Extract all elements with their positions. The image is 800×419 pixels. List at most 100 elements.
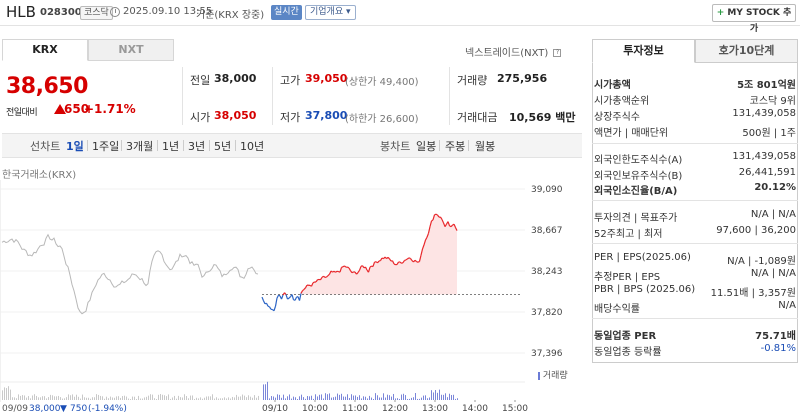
today-line-segment — [447, 221, 451, 226]
tab-invest-info[interactable]: 투자정보 — [592, 39, 695, 63]
volume-bar — [443, 394, 444, 400]
volume-bar — [200, 397, 201, 400]
today-line-segment — [264, 302, 267, 305]
volume-bar — [327, 394, 328, 400]
nextrade-label: 넥스트레이드(NXT) ? — [465, 44, 562, 59]
rank-label: 시가총액순위 — [594, 96, 650, 107]
help-icon[interactable]: ? — [553, 49, 562, 57]
today-line-segment — [426, 233, 430, 238]
volume-bar — [102, 396, 103, 400]
today-line-segment — [402, 260, 406, 264]
divider — [592, 200, 798, 201]
volume-bar — [285, 398, 286, 400]
period-5y[interactable]: 5년 — [214, 140, 232, 153]
candle-daily[interactable]: 일봉 — [416, 140, 437, 153]
volume-bar — [10, 389, 11, 400]
today-line-segment — [364, 266, 368, 271]
volume-bar — [341, 393, 342, 400]
volume-bar — [50, 394, 51, 400]
volume-bar — [409, 398, 410, 400]
today-line-segment — [357, 269, 360, 273]
period-3m[interactable]: 3개월 — [126, 140, 154, 153]
volume-bar — [267, 381, 268, 400]
volume-bar — [447, 397, 448, 400]
today-line-segment — [416, 261, 419, 263]
market-badge: 코스닥 — [80, 6, 113, 20]
volume-bar — [14, 397, 15, 400]
volume-bar — [92, 397, 93, 400]
today-line-segment — [408, 257, 411, 260]
company-info-button[interactable]: 기업개요 ▾ — [305, 5, 356, 20]
today-line-segment — [369, 265, 372, 268]
today-line-segment — [449, 225, 452, 228]
tab-order-book[interactable]: 호가10단계 — [695, 39, 798, 63]
volume-bar — [80, 398, 81, 400]
change-label: 전일대비 — [6, 108, 38, 118]
today-line-segment — [285, 294, 289, 300]
volume-bar — [383, 393, 384, 400]
volume-bar — [118, 396, 119, 400]
foreign-ratio-value: 20.12% — [754, 182, 796, 193]
mystock-add-button[interactable]: + MY STOCK 추가 — [712, 4, 796, 34]
realtime-badge[interactable]: 실시간 — [271, 5, 302, 20]
today-line-segment — [421, 244, 425, 250]
volume-bar — [60, 397, 61, 400]
per-value: N/A | -1,089원 — [727, 256, 796, 267]
today-line-segment — [372, 262, 376, 267]
divider — [157, 140, 158, 151]
exchange-label: 한국거래소(KRX) — [2, 170, 77, 181]
period-3y[interactable]: 3년 — [188, 140, 206, 153]
divider — [121, 140, 122, 151]
volume-bar — [399, 398, 400, 400]
today-line-segment — [288, 296, 291, 299]
candle-weekly[interactable]: 주봉 — [445, 140, 466, 153]
volume-bar — [218, 398, 219, 400]
volume-bar — [277, 394, 278, 400]
change-amount: 650 — [64, 102, 90, 116]
divider — [272, 67, 273, 125]
today-line-segment — [265, 302, 269, 307]
today-line-segment — [407, 257, 410, 260]
change-rate: +1.71% — [84, 102, 136, 116]
candle-monthly[interactable]: 월봉 — [475, 140, 496, 153]
volume-bar — [301, 394, 302, 400]
period-1d[interactable]: 1일 — [66, 140, 84, 153]
volume-bar — [331, 397, 332, 400]
volume-bar — [178, 395, 179, 400]
volume-bar — [351, 394, 352, 400]
high52-value: 97,600 | 36,200 — [716, 225, 796, 236]
volume-bar — [303, 397, 304, 400]
price-chart[interactable]: 39,090 38,667 38,243 37,820 37,396 — [0, 178, 580, 402]
volume-bar — [54, 396, 55, 400]
volume-bar — [367, 398, 368, 400]
today-line-segment — [439, 216, 443, 220]
volume-bar — [252, 397, 253, 400]
today-line-segment — [441, 219, 445, 224]
today-line-segment — [418, 255, 422, 262]
current-price: 38,650 — [6, 74, 88, 99]
tab-nxt[interactable]: NXT — [88, 39, 174, 61]
volume-bar — [210, 396, 211, 400]
volume-bar — [319, 394, 320, 400]
today-line-segment — [444, 223, 448, 228]
today-line-segment — [261, 296, 265, 302]
period-10y[interactable]: 10년 — [240, 140, 265, 153]
volume-bar — [425, 395, 426, 400]
pbr-value: 11.51배 | 3,357원 — [710, 288, 796, 299]
par-label: 액면가 | 매매단위 — [594, 128, 669, 139]
volume-bar — [134, 396, 135, 400]
today-line-segment — [377, 260, 380, 264]
volume-bar — [232, 396, 233, 400]
rank-value: 코스닥 9위 — [749, 96, 796, 107]
volume-bar — [128, 398, 129, 400]
volume-bar — [142, 398, 143, 400]
period-1w[interactable]: 1주일 — [92, 140, 120, 153]
volume-bar — [353, 395, 354, 400]
volume-bar — [365, 396, 366, 400]
tab-krx[interactable]: KRX — [2, 39, 88, 61]
period-1y[interactable]: 1년 — [162, 140, 180, 153]
today-line-segment — [327, 273, 330, 277]
volume-bar — [66, 397, 67, 400]
x-tick-label: 13:00 — [422, 404, 448, 414]
today-line-segment — [276, 294, 280, 299]
